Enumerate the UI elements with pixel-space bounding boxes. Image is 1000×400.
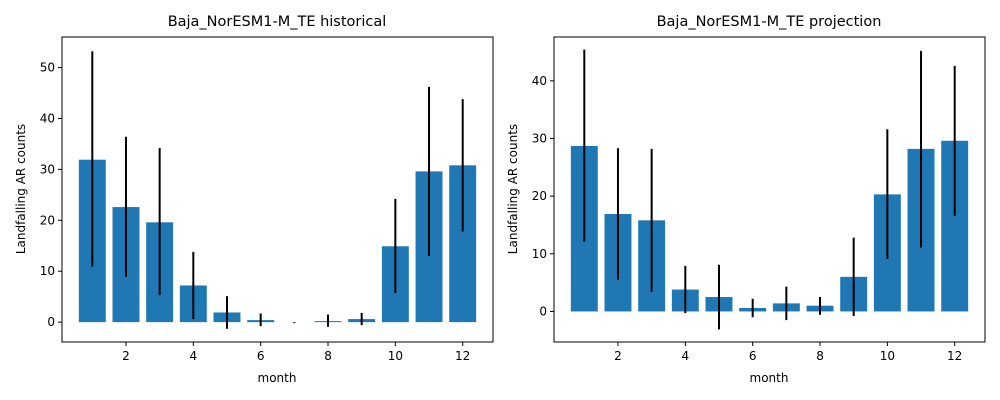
- historical-plot-area: 2 4 6 8 10 12 0 10 20 30 40 50: [40, 51, 477, 363]
- projection-y-tick-label-20: 20: [532, 189, 547, 203]
- projection-panel: Baja_NorESM1-M_TE projection 2 4 6 8 10 12 0 10…: [506, 14, 986, 385]
- historical-x-tick-label-10: 10: [388, 349, 403, 363]
- projection-x-tick-label-6: 6: [749, 349, 757, 363]
- projection-y-tick-label-40: 40: [532, 74, 547, 88]
- historical-y-tick-label-10: 10: [40, 264, 55, 278]
- historical-panel: Baja_NorESM1-M_TE historical 2 4 6 8 10 12 0 10…: [14, 14, 494, 385]
- projection-title: Baja_NorESM1-M_TE projection: [657, 14, 882, 30]
- historical-y-tick-label-0: 0: [47, 315, 55, 329]
- projection-plot-area: 2 4 6 8 10 12 0 10 20 30 40: [532, 49, 969, 363]
- historical-title: Baja_NorESM1-M_TE historical: [168, 14, 387, 30]
- historical-y-tick-label-40: 40: [40, 111, 55, 125]
- projection-y-tick-label-10: 10: [532, 247, 547, 261]
- historical-axes-frame: [61, 36, 494, 343]
- projection-y-tick-label-0: 0: [539, 304, 547, 318]
- projection-y-axis-label: Landfalling AR counts: [506, 124, 520, 254]
- projection-x-tick-label-12: 12: [947, 349, 962, 363]
- historical-x-axis-label: month: [258, 371, 297, 385]
- historical-x-tick-label-12: 12: [455, 349, 470, 363]
- historical-y-tick-label-50: 50: [40, 61, 55, 75]
- historical-x-tick-label-4: 4: [190, 349, 198, 363]
- projection-x-tick-label-2: 2: [614, 349, 622, 363]
- historical-x-tick-label-6: 6: [257, 349, 265, 363]
- historical-y-axis-label: Landfalling AR counts: [14, 124, 28, 254]
- projection-y-tick-label-30: 30: [532, 131, 547, 145]
- historical-x-tick-label-8: 8: [324, 349, 332, 363]
- historical-x-tick-label-2: 2: [122, 349, 130, 363]
- projection-x-tick-label-4: 4: [682, 349, 690, 363]
- historical-y-tick-label-30: 30: [40, 162, 55, 176]
- historical-y-tick-label-20: 20: [40, 213, 55, 227]
- projection-x-axis-label: month: [750, 371, 789, 385]
- projection-x-tick-label-8: 8: [816, 349, 824, 363]
- projection-x-tick-label-10: 10: [880, 349, 895, 363]
- projection-axes-frame: [553, 36, 986, 343]
